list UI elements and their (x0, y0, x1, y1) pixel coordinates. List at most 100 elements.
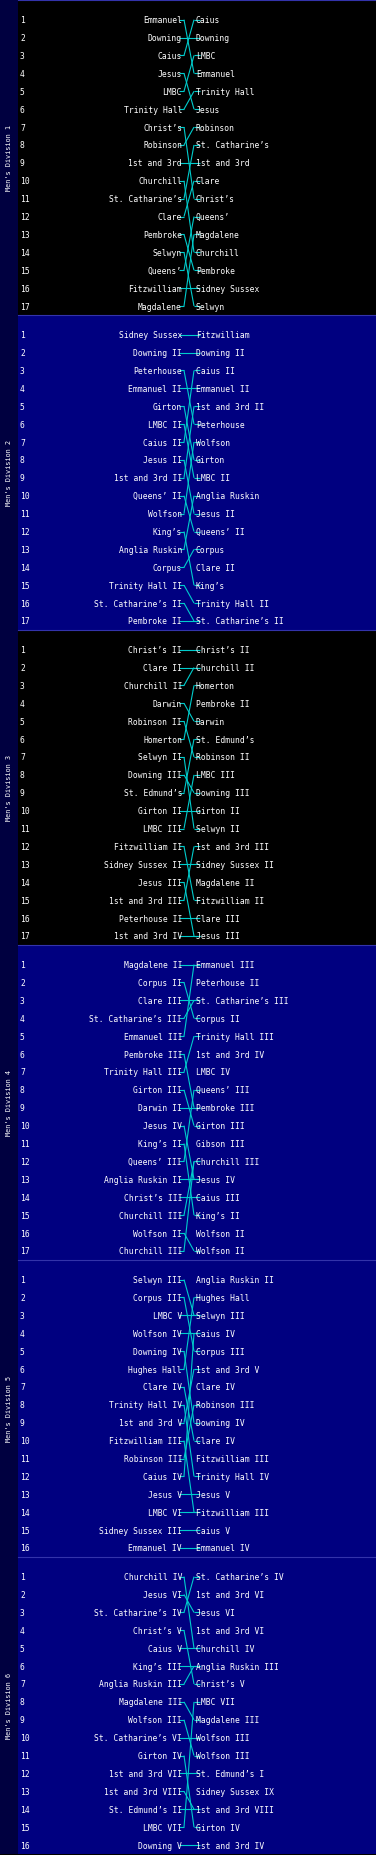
Text: Hughes Hall: Hughes Hall (128, 1365, 182, 1375)
Text: Caius II: Caius II (196, 367, 235, 377)
Text: Caius IV: Caius IV (143, 1473, 182, 1480)
Text: Trinity Hall II: Trinity Hall II (196, 599, 269, 608)
Text: 1st and 3rd: 1st and 3rd (128, 160, 182, 169)
Text: 8: 8 (20, 772, 25, 779)
Text: 1st and 3rd IV: 1st and 3rd IV (114, 931, 182, 940)
Text: Corpus: Corpus (153, 564, 182, 573)
Text: 9: 9 (20, 1104, 25, 1113)
Text: Downing IV: Downing IV (196, 1419, 245, 1428)
Text: Caius V: Caius V (148, 1644, 182, 1653)
Text: Girton: Girton (196, 456, 225, 466)
Text: 10: 10 (20, 492, 30, 501)
Text: St. Catharine’s: St. Catharine’s (196, 141, 269, 150)
Text: Wolfson III: Wolfson III (196, 1733, 250, 1742)
Bar (0, 1556, 18, 1853)
Text: LMBC IV: LMBC IV (196, 1068, 230, 1078)
Text: King’s: King’s (153, 527, 182, 536)
Text: 4: 4 (20, 70, 25, 78)
Text: Jesus III: Jesus III (196, 931, 240, 940)
Text: Downing II: Downing II (133, 349, 182, 358)
Text: 2: 2 (20, 1590, 25, 1599)
Text: Robinson II: Robinson II (196, 753, 250, 762)
Text: 13: 13 (20, 1786, 30, 1796)
Text: Clare: Clare (196, 176, 220, 186)
Text: 1st and 3rd IV: 1st and 3rd IV (196, 1050, 264, 1059)
Text: LMBC V: LMBC V (153, 1311, 182, 1321)
Text: 1st and 3rd VII: 1st and 3rd VII (109, 1770, 182, 1777)
Text: Queens’ III: Queens’ III (128, 1158, 182, 1167)
Text: Churchill III: Churchill III (118, 1211, 182, 1221)
Text: Darwin: Darwin (153, 699, 182, 709)
Text: Emmanuel: Emmanuel (143, 17, 182, 26)
Text: 12: 12 (20, 842, 30, 851)
Text: Jesus VI: Jesus VI (143, 1590, 182, 1599)
Text: 11: 11 (20, 195, 30, 204)
Text: Downing V: Downing V (138, 1840, 182, 1849)
Text: 13: 13 (20, 1176, 30, 1183)
Text: Jesus: Jesus (158, 70, 182, 78)
Text: Magdalene III: Magdalene III (118, 1697, 182, 1707)
Text: Caius II: Caius II (143, 438, 182, 447)
Text: Anglia Ruskin III: Anglia Ruskin III (99, 1679, 182, 1688)
Text: 11: 11 (20, 1139, 30, 1148)
Text: Sidney Sussex: Sidney Sussex (118, 330, 182, 339)
Text: Gibson III: Gibson III (196, 1139, 245, 1148)
Text: Wolfson III: Wolfson III (196, 1751, 250, 1760)
Bar (18, 631, 376, 946)
Text: 6: 6 (20, 1050, 25, 1059)
Text: Caius: Caius (196, 17, 220, 26)
Text: Wolfson II: Wolfson II (133, 1228, 182, 1237)
Text: Downing: Downing (196, 33, 230, 43)
Text: 6: 6 (20, 421, 25, 429)
Text: Churchill IV: Churchill IV (196, 1644, 255, 1653)
Text: Wolfson II: Wolfson II (196, 1228, 245, 1237)
Text: Anglia Ruskin: Anglia Ruskin (196, 492, 259, 501)
Text: 11: 11 (20, 1454, 30, 1464)
Text: 1st and 3rd VIII: 1st and 3rd VIII (104, 1786, 182, 1796)
Text: 14: 14 (20, 1805, 30, 1814)
Text: Fitzwilliam II: Fitzwilliam II (114, 842, 182, 851)
Text: 13: 13 (20, 861, 30, 870)
Text: Emmanuel III: Emmanuel III (123, 1031, 182, 1041)
Text: 1st and 3rd VIII: 1st and 3rd VIII (196, 1805, 274, 1814)
Text: Selwyn III: Selwyn III (196, 1311, 245, 1321)
Bar (0, 631, 18, 946)
Text: Fitzwilliam III: Fitzwilliam III (109, 1436, 182, 1445)
Text: Sidney Sussex II: Sidney Sussex II (104, 861, 182, 870)
Text: 11: 11 (20, 825, 30, 833)
Bar (0, 1260, 18, 1556)
Text: St. Catharine’s VI: St. Catharine’s VI (94, 1733, 182, 1742)
Text: 15: 15 (20, 896, 30, 905)
Text: 5: 5 (20, 1347, 25, 1356)
Text: 3: 3 (20, 681, 25, 690)
Text: Churchill: Churchill (138, 176, 182, 186)
Text: Emmanuel: Emmanuel (196, 70, 235, 78)
Text: 16: 16 (20, 284, 30, 293)
Text: 15: 15 (20, 1527, 30, 1534)
Text: 2: 2 (20, 33, 25, 43)
Text: 3: 3 (20, 52, 25, 61)
Text: Men's Division 3: Men's Division 3 (6, 755, 12, 822)
Text: Pembroke: Pembroke (143, 230, 182, 239)
Text: Fitzwilliam: Fitzwilliam (128, 284, 182, 293)
Text: Trinity Hall II: Trinity Hall II (109, 581, 182, 590)
Text: Sidney Sussex III: Sidney Sussex III (99, 1527, 182, 1534)
Text: 7: 7 (20, 1068, 25, 1078)
Text: Selwyn II: Selwyn II (196, 825, 240, 833)
Text: Sidney Sussex II: Sidney Sussex II (196, 861, 274, 870)
Text: 2: 2 (20, 664, 25, 673)
Text: 8: 8 (20, 141, 25, 150)
Text: 16: 16 (20, 1228, 30, 1237)
Text: Christ’s: Christ’s (143, 124, 182, 132)
Text: 1: 1 (20, 1573, 25, 1580)
Text: 14: 14 (20, 564, 30, 573)
Text: Clare: Clare (158, 213, 182, 223)
Text: Robinson: Robinson (196, 124, 235, 132)
Text: 2: 2 (20, 1293, 25, 1302)
Text: Corpus: Corpus (196, 545, 225, 555)
Text: Churchill III: Churchill III (196, 1158, 259, 1167)
Text: 7: 7 (20, 124, 25, 132)
Bar (0, 315, 18, 631)
Text: Clare IV: Clare IV (196, 1382, 235, 1391)
Text: St. Catharine’s II: St. Catharine’s II (196, 618, 284, 627)
